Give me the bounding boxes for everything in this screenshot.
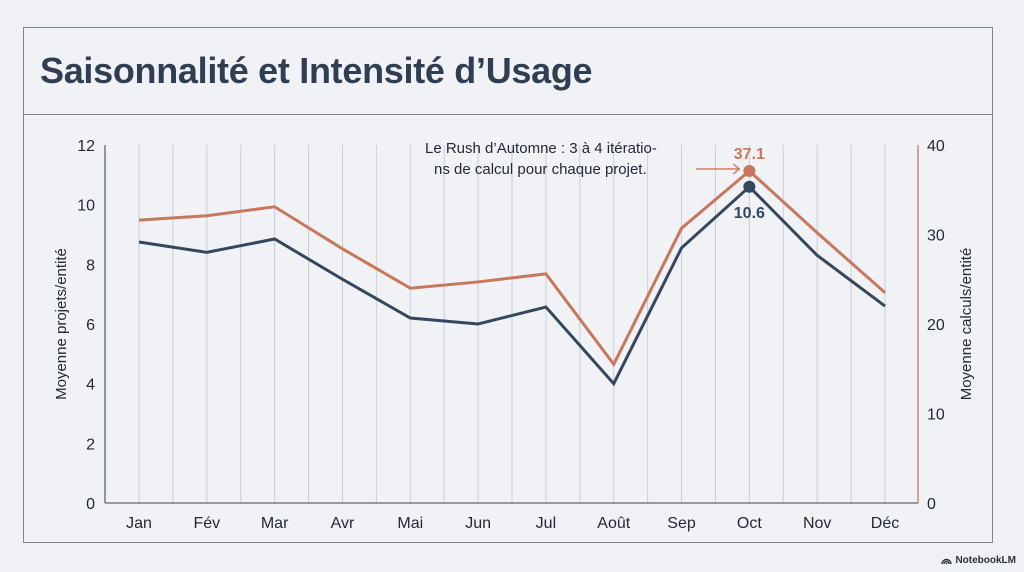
left-tick-label: 10 <box>77 198 95 215</box>
annotation-line-2: ns de calcul pour chaque projet. <box>434 161 647 178</box>
right-tick-label: 0 <box>927 496 936 513</box>
x-tick-label: Jan <box>126 515 152 532</box>
left-tick-label: 0 <box>86 496 95 513</box>
right-tick-label: 10 <box>927 407 945 424</box>
right-tick-label: 30 <box>927 228 945 245</box>
right-axis-title: Moyenne calculs/entité <box>958 248 975 401</box>
chart-card: Saisonnalité et Intensité d’Usage <box>23 27 993 543</box>
data-label-projects: 10.6 <box>734 205 765 222</box>
left-axis-title: Moyenne projets/entité <box>53 248 70 400</box>
x-tick-label: Oct <box>737 515 762 532</box>
annotation-arrow-head <box>732 163 741 175</box>
title-bar: Saisonnalité et Intensité d’Usage <box>24 28 992 115</box>
left-tick-label: 4 <box>86 377 95 394</box>
x-tick-label: Nov <box>803 515 831 532</box>
x-tick-label: Mar <box>261 515 289 532</box>
right-tick-label: 40 <box>927 138 945 155</box>
data-point-calculations-oct <box>743 164 756 177</box>
watermark-label: NotebookLM <box>955 555 1016 566</box>
series-line-projects <box>138 184 886 387</box>
annotation-line-1: Le Rush d’Automne : 3 à 4 itératio- <box>425 140 657 157</box>
right-tick-label: 20 <box>927 317 945 334</box>
data-point-projects-oct <box>743 180 756 193</box>
left-tick-label: 2 <box>86 436 95 453</box>
data-label-calculations: 37.1 <box>734 146 765 163</box>
notebooklm-logo-icon <box>941 558 953 565</box>
x-tick-label: Jul <box>536 515 556 532</box>
watermark: NotebookLM <box>941 555 1016 566</box>
x-tick-label: Déc <box>871 515 899 532</box>
x-tick-label: Fév <box>193 515 220 532</box>
series-line-calculations <box>138 168 886 368</box>
left-tick-label: 6 <box>86 317 95 334</box>
left-tick-label: 12 <box>77 138 95 155</box>
x-tick-label: Août <box>597 515 630 532</box>
x-tick-label: Avr <box>331 515 355 532</box>
chart-title: Saisonnalité et Intensité d’Usage <box>40 50 593 91</box>
x-tick-label: Mai <box>397 515 423 532</box>
x-tick-label: Jun <box>465 515 491 532</box>
x-tick-label: Sep <box>667 515 696 532</box>
left-tick-label: 8 <box>86 257 95 274</box>
